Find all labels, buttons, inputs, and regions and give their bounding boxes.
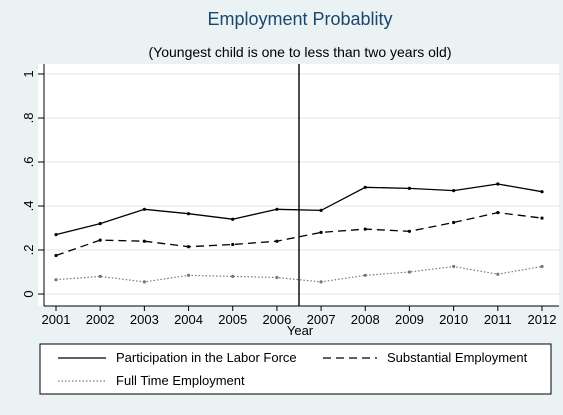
x-tick-label: 2006 <box>262 312 291 327</box>
legend: Participation in the Labor Force Substant… <box>58 350 528 388</box>
data-point <box>496 272 500 276</box>
y-tick-label: .6 <box>21 157 36 168</box>
data-point <box>54 253 58 258</box>
data-point <box>98 274 102 278</box>
legend-label: Full Time Employment <box>116 373 245 388</box>
x-axis-label: Year <box>287 323 314 338</box>
data-point <box>363 273 367 277</box>
data-point <box>54 278 58 282</box>
data-point <box>540 190 544 194</box>
data-point <box>452 264 456 269</box>
legend-label: Substantial Employment <box>387 350 528 365</box>
data-point <box>142 207 146 211</box>
data-point <box>363 185 367 189</box>
x-tick-label: 2011 <box>484 312 512 327</box>
data-point <box>540 264 544 269</box>
x-tick-label: 2010 <box>439 312 468 327</box>
gridlines <box>44 73 559 295</box>
y-tick-label: .4 <box>21 201 36 212</box>
legend-box <box>39 343 552 395</box>
x-tick-label: 2007 <box>307 312 336 327</box>
data-point <box>407 270 412 274</box>
series-line <box>55 265 543 283</box>
x-tick-label: 2001 <box>42 312 71 327</box>
data-point <box>540 216 544 220</box>
y-tick-label: 1 <box>21 70 36 77</box>
data-point <box>98 222 102 226</box>
data-point <box>186 245 191 249</box>
data-point <box>231 274 235 278</box>
data-point <box>407 229 412 233</box>
data-point <box>496 182 500 186</box>
y-tick-label: 0 <box>21 290 36 297</box>
data-point <box>142 239 146 243</box>
data-point <box>54 233 58 237</box>
x-tick-label: 2003 <box>130 312 159 327</box>
data-point <box>275 239 279 243</box>
data-point <box>496 211 500 215</box>
legend-label: Participation in the Labor Force <box>116 350 297 365</box>
data-point <box>231 217 235 221</box>
chart-subtitle: (Youngest child is one to less than two … <box>149 44 452 60</box>
x-tick-label: 2009 <box>395 312 424 327</box>
data-point <box>142 280 146 284</box>
data-point <box>363 227 367 231</box>
series-line <box>55 211 543 257</box>
data-point <box>186 212 191 216</box>
data-point <box>452 220 456 225</box>
data-point <box>275 207 279 211</box>
data-point <box>319 230 323 234</box>
series-group <box>54 64 544 306</box>
y-tick-label: .8 <box>21 113 36 124</box>
data-point <box>319 208 323 212</box>
axes: 0 .2 .4 .6 .8 1 2001 2002 2003 2004 2005 2006 2007 20… <box>21 64 559 327</box>
x-tick-label: 2005 <box>218 312 247 327</box>
data-point <box>186 273 191 277</box>
y-tick-label: .2 <box>21 245 36 256</box>
data-point <box>407 186 412 190</box>
data-point <box>275 275 279 280</box>
data-point <box>319 280 323 284</box>
x-tick-label: 2004 <box>174 312 203 327</box>
series-line <box>55 183 543 236</box>
chart-title: Employment Probablity <box>207 9 392 29</box>
x-tick-label: 2008 <box>351 312 380 327</box>
x-tick-label: 2002 <box>86 312 115 327</box>
data-point <box>98 238 102 242</box>
x-tick-label: 2012 <box>528 312 557 327</box>
data-point <box>452 189 456 193</box>
data-point <box>231 242 235 247</box>
